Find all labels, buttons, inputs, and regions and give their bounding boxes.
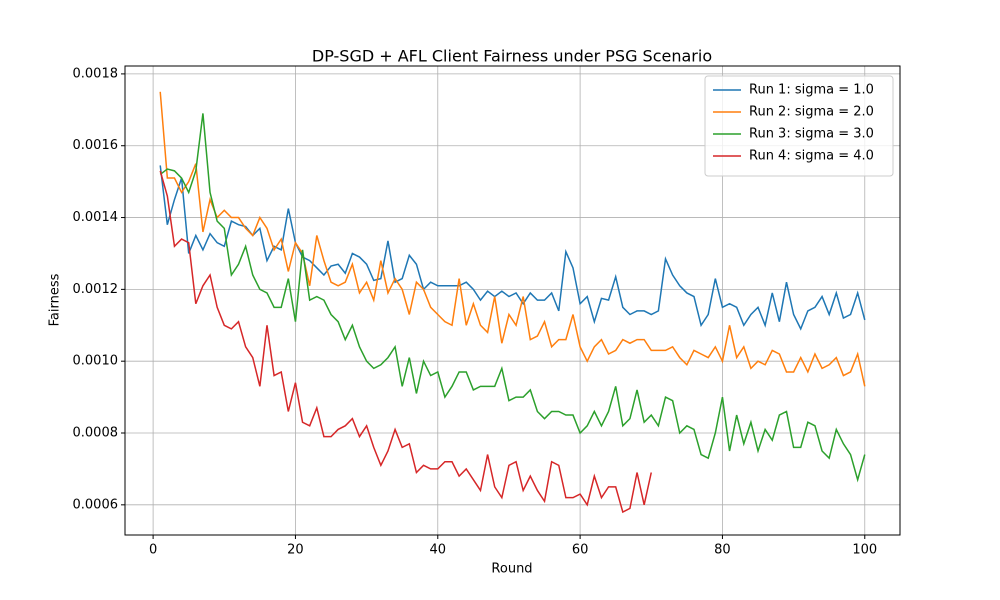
chart-title: DP-SGD + AFL Client Fairness under PSG S… <box>312 47 712 66</box>
series-line <box>159 91 866 387</box>
x-axis-label: Round <box>491 562 532 577</box>
legend-box <box>704 75 894 177</box>
x-tick-label: 100 <box>852 543 877 558</box>
legend-label: Run 4: sigma = 4.0 <box>749 149 874 164</box>
plot-frame <box>124 65 901 536</box>
x-tick-label: 20 <box>287 543 304 558</box>
y-tick-label: 0.0008 <box>73 426 119 441</box>
series-line <box>159 113 866 483</box>
x-tick-label: 40 <box>430 543 447 558</box>
legend-label: Run 1: sigma = 1.0 <box>749 83 874 98</box>
y-tick-label: 0.0016 <box>73 138 119 153</box>
series-line <box>159 170 653 514</box>
series-line <box>159 165 866 331</box>
y-tick-label: 0.0006 <box>73 497 119 512</box>
y-tick-label: 0.0014 <box>73 210 119 225</box>
legend-label: Run 3: sigma = 3.0 <box>749 127 874 142</box>
y-tick-label: 0.0012 <box>73 282 119 297</box>
y-axis-label: Fairness <box>48 273 63 326</box>
x-tick-label: 0 <box>149 543 157 558</box>
legend: Run 1: sigma = 1.0 Run 2: sigma = 2.0 Run … <box>704 75 894 177</box>
y-tick-label: 0.0018 <box>73 66 119 81</box>
x-tick-label: 60 <box>572 543 589 558</box>
y-tick-label: 0.0010 <box>73 354 119 369</box>
x-tick-label: 80 <box>714 543 731 558</box>
legend-label: Run 2: sigma = 2.0 <box>749 105 874 120</box>
